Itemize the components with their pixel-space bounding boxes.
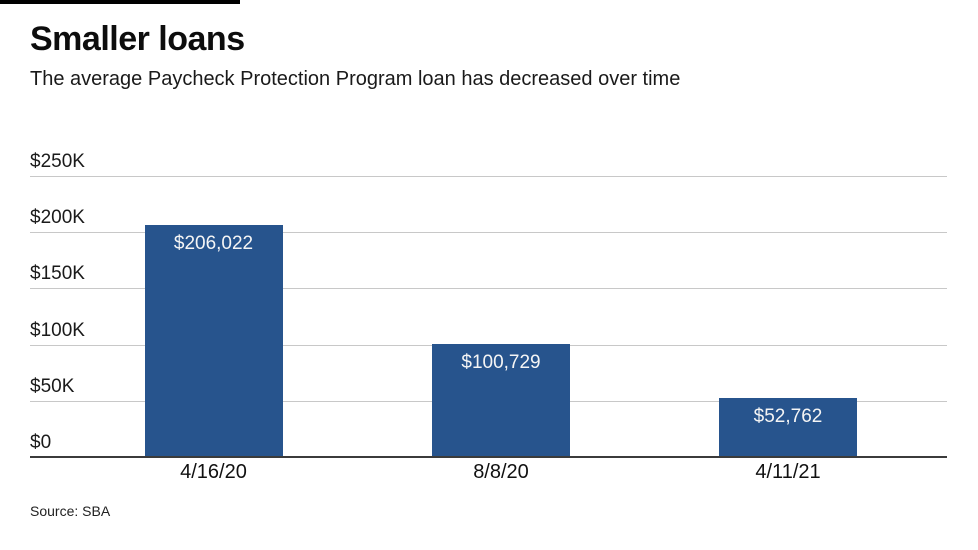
bar-8/8/20	[432, 344, 570, 457]
gridline-$150K	[30, 288, 947, 289]
gridline-$250K	[30, 176, 947, 177]
y-axis-tick-label: $50K	[30, 376, 75, 397]
top-accent-rule	[0, 0, 240, 4]
bar-value-label: $52,762	[753, 406, 823, 427]
y-axis-tick-label: $250K	[30, 151, 85, 172]
y-axis-tick-label: $100K	[30, 320, 85, 341]
x-axis-zero-line	[30, 456, 947, 458]
bar-4/16/20	[144, 225, 283, 457]
x-axis-tick-label: 4/16/20	[180, 461, 247, 483]
y-axis-tick-label: $200K	[30, 207, 85, 228]
bar-value-label: $206,022	[173, 233, 254, 254]
bar-value-label: $100,729	[461, 352, 541, 373]
gridline-$200K	[30, 232, 947, 233]
chart-title: Smaller loans	[30, 20, 245, 58]
y-axis-tick-label: $0	[30, 432, 52, 453]
x-axis-tick-label: 4/11/21	[755, 461, 821, 483]
source-note: Source: SBA	[30, 503, 111, 519]
chart-subtitle: The average Paycheck Protection Program …	[30, 68, 681, 90]
y-axis-tick-label: $150K	[30, 263, 85, 284]
bar-4/11/21	[719, 398, 857, 457]
x-axis-tick-label: 8/8/20	[473, 461, 529, 483]
